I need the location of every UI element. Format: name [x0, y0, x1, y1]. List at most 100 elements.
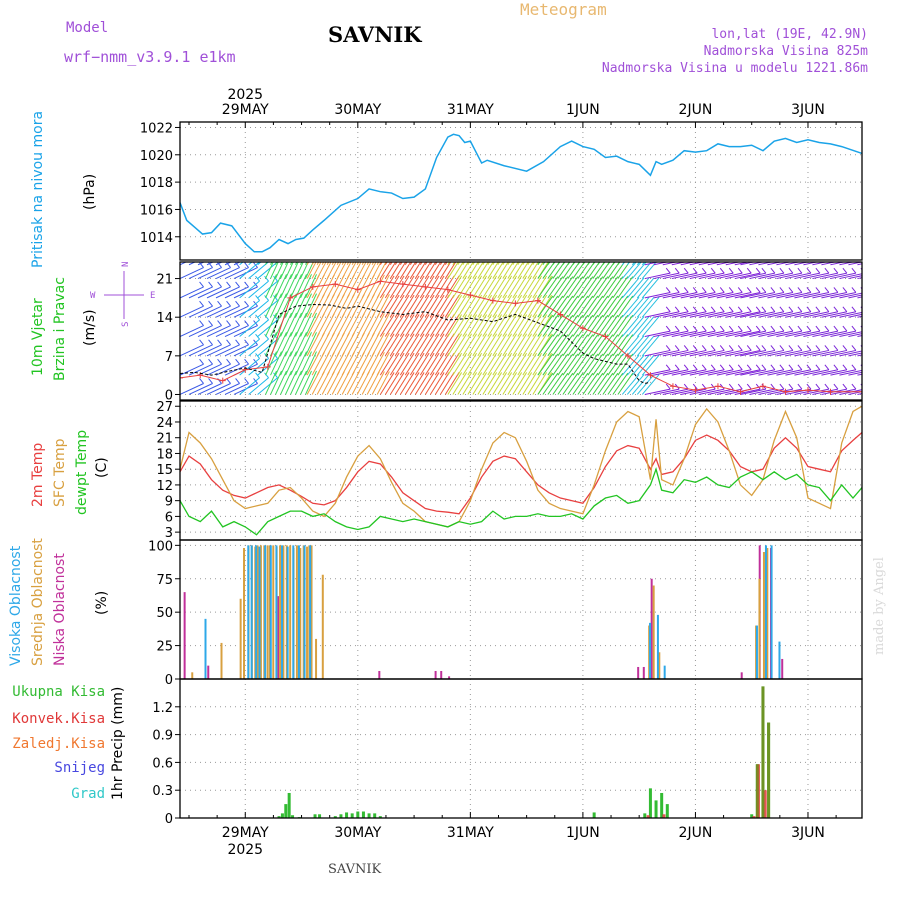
- wind-barb-flag: [770, 287, 776, 293]
- wind-barb: [389, 333, 405, 357]
- wind-barb: [517, 352, 533, 376]
- wind-barb-flag: [755, 306, 761, 313]
- wind-barb: [206, 325, 231, 337]
- wind-barb: [577, 295, 594, 318]
- wind-barb-flag: [755, 383, 761, 390]
- wind-barb: [389, 262, 402, 279]
- wind-barb: [517, 262, 529, 279]
- wind-barb-flag: [746, 383, 752, 390]
- wind-barb-flag: [702, 254, 706, 259]
- wind-barb-flag: [834, 254, 838, 259]
- wind-barb: [644, 291, 671, 299]
- wind-barb: [300, 332, 312, 357]
- wind-barb: [239, 319, 260, 337]
- pressure-line: [179, 133, 863, 253]
- wind-barb: [636, 354, 655, 376]
- top-day-label: 3JUN: [791, 102, 825, 118]
- wind-barb: [698, 349, 725, 357]
- wind-gust-marker: [534, 297, 541, 304]
- wind-barb: [562, 314, 579, 337]
- precip-bar-total: [373, 813, 377, 818]
- wind-barb: [626, 316, 645, 337]
- wind-barb: [749, 369, 775, 376]
- wind-barb: [419, 372, 435, 395]
- wind-barb: [336, 332, 350, 357]
- wind-barb: [641, 316, 660, 337]
- wind-barb: [206, 363, 231, 376]
- wind-barb: [671, 291, 698, 299]
- wind-barb: [414, 372, 430, 395]
- wind-barb: [351, 294, 365, 318]
- wind-barb: [457, 314, 473, 337]
- wind-barb-flag: [851, 267, 857, 274]
- wind-barb-flag: [719, 287, 725, 293]
- wind-barb: [424, 314, 440, 337]
- wind-barb: [439, 333, 455, 357]
- wind-barb-flag: [255, 275, 260, 282]
- precip-bar-total: [660, 792, 664, 818]
- wind-barb-flag: [674, 345, 680, 351]
- wind-barb-flag: [797, 306, 803, 313]
- wind-gust-marker: [714, 383, 721, 390]
- wind-barb: [467, 352, 483, 376]
- wind-barb: [384, 275, 400, 299]
- precip-bar-total: [361, 811, 365, 818]
- wind-barb: [572, 334, 589, 357]
- wind-barb: [631, 277, 650, 299]
- wind-barb: [467, 262, 479, 279]
- wind-barb: [716, 291, 743, 299]
- wind-barb: [557, 372, 574, 395]
- precip-bar-total: [287, 792, 291, 818]
- wind-barb: [767, 272, 793, 280]
- wind-barb: [477, 294, 493, 318]
- wind-barb: [206, 383, 231, 395]
- wind-barb-flag: [806, 364, 812, 371]
- wind-barb: [698, 311, 725, 318]
- wind-barb: [631, 354, 650, 376]
- wind-barb: [631, 335, 650, 357]
- wind-barb: [537, 353, 554, 376]
- precip-bar-heavy: [767, 722, 771, 818]
- wind-barb-flag: [684, 254, 688, 259]
- legend-snow: Snijeg: [54, 760, 105, 776]
- wind-barb: [716, 311, 743, 318]
- wind-barb: [794, 369, 820, 376]
- y-tick-label: 1018: [140, 176, 173, 191]
- wind-barb: [371, 294, 385, 318]
- precip-bar-convective: [752, 816, 756, 818]
- wind-barb: [767, 388, 793, 395]
- wind-barb-flag: [824, 364, 830, 371]
- y-tick-label: 3: [165, 526, 173, 541]
- wind-barb: [224, 305, 249, 318]
- temperature-line-SFC: [179, 405, 863, 528]
- wind-barb: [331, 332, 345, 357]
- wind-barb: [409, 333, 425, 357]
- wind-barb: [280, 351, 292, 376]
- wind-barb: [597, 314, 614, 337]
- wind-barb: [472, 262, 484, 279]
- wind-barb: [527, 275, 543, 299]
- wind-barb-flag: [851, 383, 857, 390]
- wind-barb: [532, 372, 548, 395]
- wind-barb: [537, 262, 551, 279]
- wind-barb-flag: [815, 287, 821, 293]
- wind-barb: [366, 262, 377, 279]
- wind-barb-flag: [244, 262, 249, 268]
- wind-barb: [492, 275, 508, 299]
- wind-barb: [502, 372, 518, 395]
- wind-barb-flag: [199, 378, 204, 384]
- wind-barb: [547, 314, 564, 337]
- wind-barb: [295, 312, 307, 337]
- wind-barb: [351, 262, 355, 265]
- wind-barb: [326, 262, 337, 279]
- wind-barb: [384, 294, 400, 318]
- y-tick-label: 0.6: [152, 756, 173, 771]
- wind-gust-marker: [399, 281, 406, 288]
- wind-barb-flag: [256, 243, 260, 248]
- wind-barb: [351, 274, 365, 299]
- wind-barb-flag: [683, 364, 689, 371]
- wind-barb: [305, 262, 308, 265]
- wind-barb: [621, 335, 640, 357]
- wind-barb: [522, 333, 538, 357]
- wind-barb-flag: [779, 345, 785, 351]
